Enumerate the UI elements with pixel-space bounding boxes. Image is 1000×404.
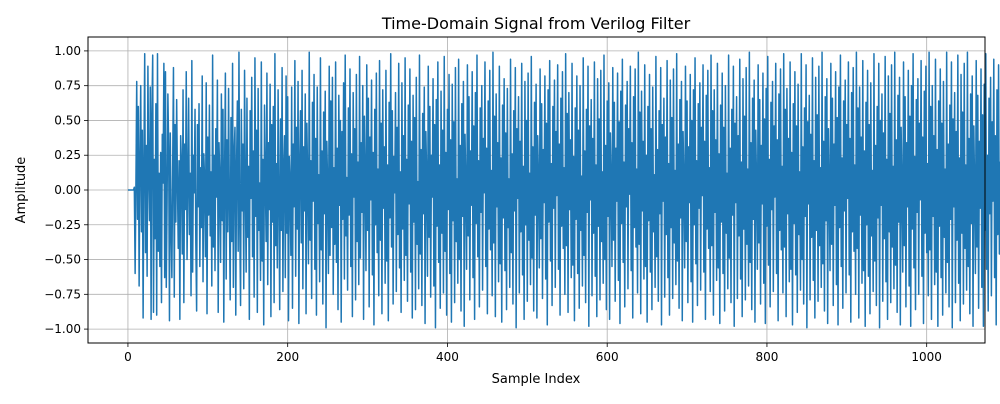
x-tick-label: 400 (436, 350, 459, 364)
y-tick-label: 0.50 (54, 113, 81, 127)
y-tick-label: −0.75 (44, 287, 81, 301)
series-layer (127, 51, 1000, 329)
chart-title: Time-Domain Signal from Verilog Filter (381, 14, 691, 33)
x-tick-label: 600 (596, 350, 619, 364)
x-tick-label: 1000 (911, 350, 942, 364)
y-axis-label: Amplitude (14, 157, 29, 224)
signal-line (127, 51, 1000, 329)
x-tick-label: 200 (276, 350, 299, 364)
y-tick-label: 0.25 (54, 148, 81, 162)
x-axis-label: Sample Index (492, 372, 581, 387)
y-tick-label: −1.00 (44, 322, 81, 336)
x-tick-label: 800 (755, 350, 778, 364)
y-tick-label: −0.25 (44, 218, 81, 232)
y-tick-label: 0.00 (54, 183, 81, 197)
y-tick-label: 0.75 (54, 79, 81, 93)
x-tick-label: 0 (124, 350, 132, 364)
y-tick-label: −0.50 (44, 253, 81, 267)
y-axis-ticks: −1.00 −0.75 −0.50 −0.25 0.00 0.25 0.50 0.75 1.00 (44, 44, 88, 336)
x-axis-ticks: 0 200 400 600 800 1000 (124, 343, 942, 364)
y-tick-label: 1.00 (54, 44, 81, 58)
